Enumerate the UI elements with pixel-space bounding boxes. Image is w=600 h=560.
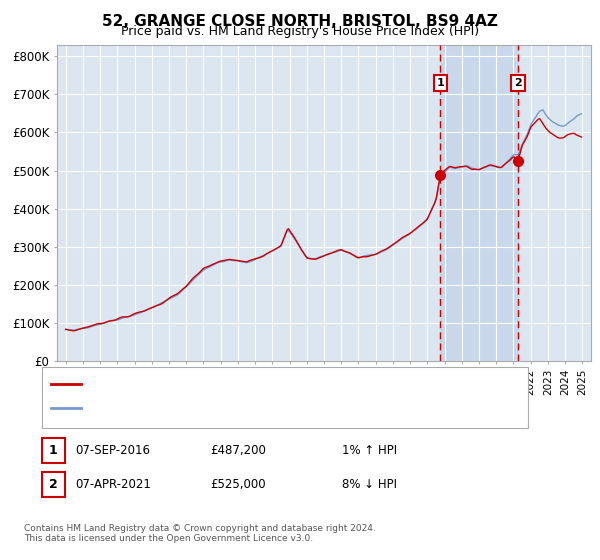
Text: Contains HM Land Registry data © Crown copyright and database right 2024.
This d: Contains HM Land Registry data © Crown c…: [24, 524, 376, 543]
Text: 8% ↓ HPI: 8% ↓ HPI: [342, 478, 397, 491]
Text: £487,200: £487,200: [210, 444, 266, 458]
Text: HPI: Average price, detached house, City of Bristol: HPI: Average price, detached house, City…: [87, 403, 350, 413]
Text: 07-SEP-2016: 07-SEP-2016: [75, 444, 150, 458]
Text: 07-APR-2021: 07-APR-2021: [75, 478, 151, 491]
Text: 2: 2: [49, 478, 58, 491]
Text: 2: 2: [514, 78, 522, 88]
Text: 1: 1: [49, 444, 58, 458]
Text: 1% ↑ HPI: 1% ↑ HPI: [342, 444, 397, 458]
Text: 52, GRANGE CLOSE NORTH, BRISTOL, BS9 4AZ: 52, GRANGE CLOSE NORTH, BRISTOL, BS9 4AZ: [102, 14, 498, 29]
Text: Price paid vs. HM Land Registry's House Price Index (HPI): Price paid vs. HM Land Registry's House …: [121, 25, 479, 38]
Text: 1: 1: [436, 78, 444, 88]
Text: 52, GRANGE CLOSE NORTH, BRISTOL, BS9 4AZ (detached house): 52, GRANGE CLOSE NORTH, BRISTOL, BS9 4AZ…: [87, 379, 425, 389]
Bar: [440, 45, 518, 361]
Text: £525,000: £525,000: [210, 478, 266, 491]
